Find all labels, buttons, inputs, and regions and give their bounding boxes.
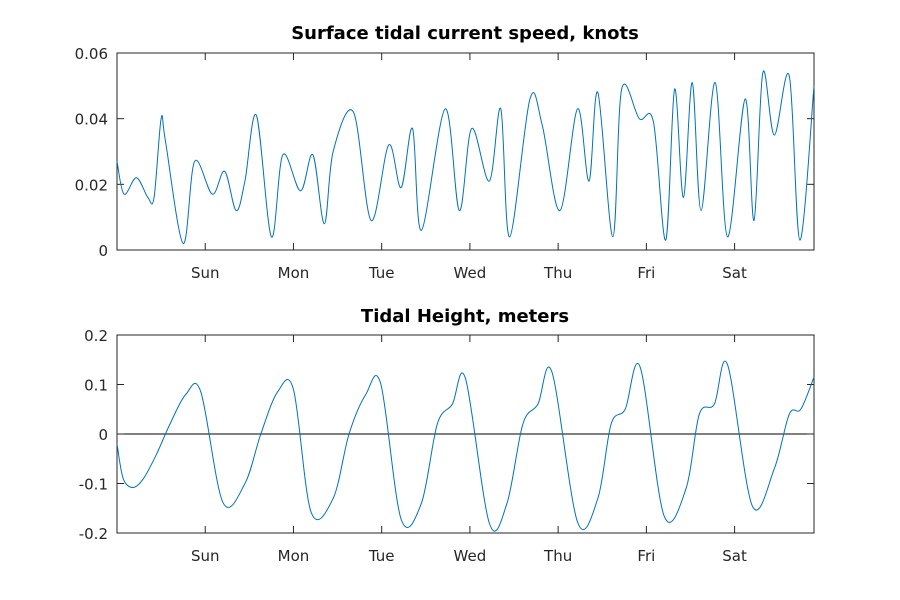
current-speed-x-ticks: Sun Mon Tue Wed Thu Fri Sat (191, 53, 747, 282)
current-speed-line (116, 70, 815, 244)
tidal-height-x-tick-label: Thu (543, 547, 572, 565)
current-speed-x-tick-label: Sat (722, 264, 747, 282)
current-speed-x-tick-label: Fri (637, 264, 655, 282)
tidal-height-line (116, 360, 815, 532)
tidal-height-y-tick-label: -0.1 (79, 476, 108, 494)
current-speed-y-tick-label: 0.06 (75, 45, 108, 63)
tidal-height-y-tick-label: 0 (98, 426, 108, 444)
tidal-height-x-tick-label: Sat (722, 547, 747, 565)
tidal-height-title: Tidal Height, meters (361, 306, 569, 327)
current-speed-axes (116, 52, 815, 251)
tidal-height-x-tick-label: Fri (637, 547, 655, 565)
tidal-height-x-ticks: Sun Mon Tue Wed Thu Fri Sat (191, 335, 747, 565)
tidal-height-y-ticks: -0.2 -0.1 0 0.1 0.2 (79, 327, 814, 543)
current-speed-y-tick-label: 0.02 (75, 176, 108, 194)
tidal-height-y-tick-label: 0.1 (84, 377, 108, 395)
tidal-height-x-tick-label: Sun (191, 547, 220, 565)
tidal-height-panel: Tidal Height, meters -0.2 -0.1 0 0.1 0.2 Sun… (79, 306, 815, 565)
current-speed-x-tick-label: Tue (368, 264, 395, 282)
current-speed-x-tick-label: Wed (454, 264, 487, 282)
tidal-height-y-tick-label: -0.2 (79, 525, 108, 543)
tidal-height-y-tick-label: 0.2 (84, 327, 108, 345)
tidal-height-x-tick-label: Wed (454, 547, 487, 565)
tidal-height-x-tick-label: Mon (278, 547, 310, 565)
current-speed-y-tick-label: 0 (98, 242, 108, 260)
tidal-height-x-tick-label: Tue (368, 547, 395, 565)
current-speed-x-tick-label: Thu (543, 264, 572, 282)
current-speed-y-tick-label: 0.04 (75, 111, 108, 129)
current-speed-x-tick-label: Sun (191, 264, 220, 282)
current-speed-panel: Surface tidal current speed, knots 0 0.02… (75, 23, 815, 282)
current-speed-x-tick-label: Mon (278, 264, 310, 282)
current-speed-title: Surface tidal current speed, knots (291, 23, 639, 44)
current-speed-y-ticks: 0 0.02 0.04 0.06 (75, 45, 814, 260)
